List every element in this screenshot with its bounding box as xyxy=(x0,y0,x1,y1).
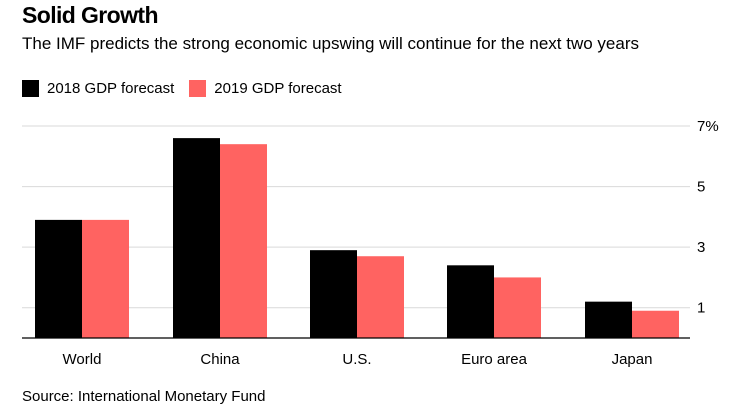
bar-2019 xyxy=(220,144,267,338)
bar-2019 xyxy=(494,277,541,338)
legend-label-2018: 2018 GDP forecast xyxy=(47,80,175,97)
bar-2018 xyxy=(310,250,357,338)
bar-2018 xyxy=(35,219,82,338)
bar-2018 xyxy=(585,301,632,338)
chart-title: Solid Growth xyxy=(22,2,159,28)
bar-2018 xyxy=(173,138,220,338)
legend-label-2019: 2019 GDP forecast xyxy=(214,80,342,97)
source-note: Source: International Monetary Fund xyxy=(22,388,266,405)
legend-swatch-2019 xyxy=(189,80,207,97)
x-category-label: U.S. xyxy=(342,351,371,368)
chart-subtitle: The IMF predicts the strong economic ups… xyxy=(22,34,640,53)
y-tick-label: 3 xyxy=(697,239,705,256)
bar-chart: 1 3 5 7% World China U.S. Euro area Japan xyxy=(22,118,719,368)
chart-legend: 2018 GDP forecast 2019 GDP forecast xyxy=(22,80,357,97)
x-category-label: Japan xyxy=(612,351,653,368)
bar-2019 xyxy=(357,256,404,338)
y-tick-label: 7% xyxy=(697,118,719,135)
bar-2019 xyxy=(82,219,129,338)
y-tick-label: 5 xyxy=(697,179,705,196)
x-category-label: World xyxy=(63,351,102,368)
bar-2018 xyxy=(447,265,494,338)
x-category-label: China xyxy=(200,351,240,368)
x-category-label: Euro area xyxy=(461,351,528,368)
bar-2019 xyxy=(632,310,679,338)
y-tick-label: 1 xyxy=(697,300,705,317)
legend-item-2018: 2018 GDP forecast xyxy=(22,80,174,97)
legend-item-2019: 2019 GDP forecast xyxy=(189,80,342,97)
legend-swatch-2018 xyxy=(22,80,39,97)
